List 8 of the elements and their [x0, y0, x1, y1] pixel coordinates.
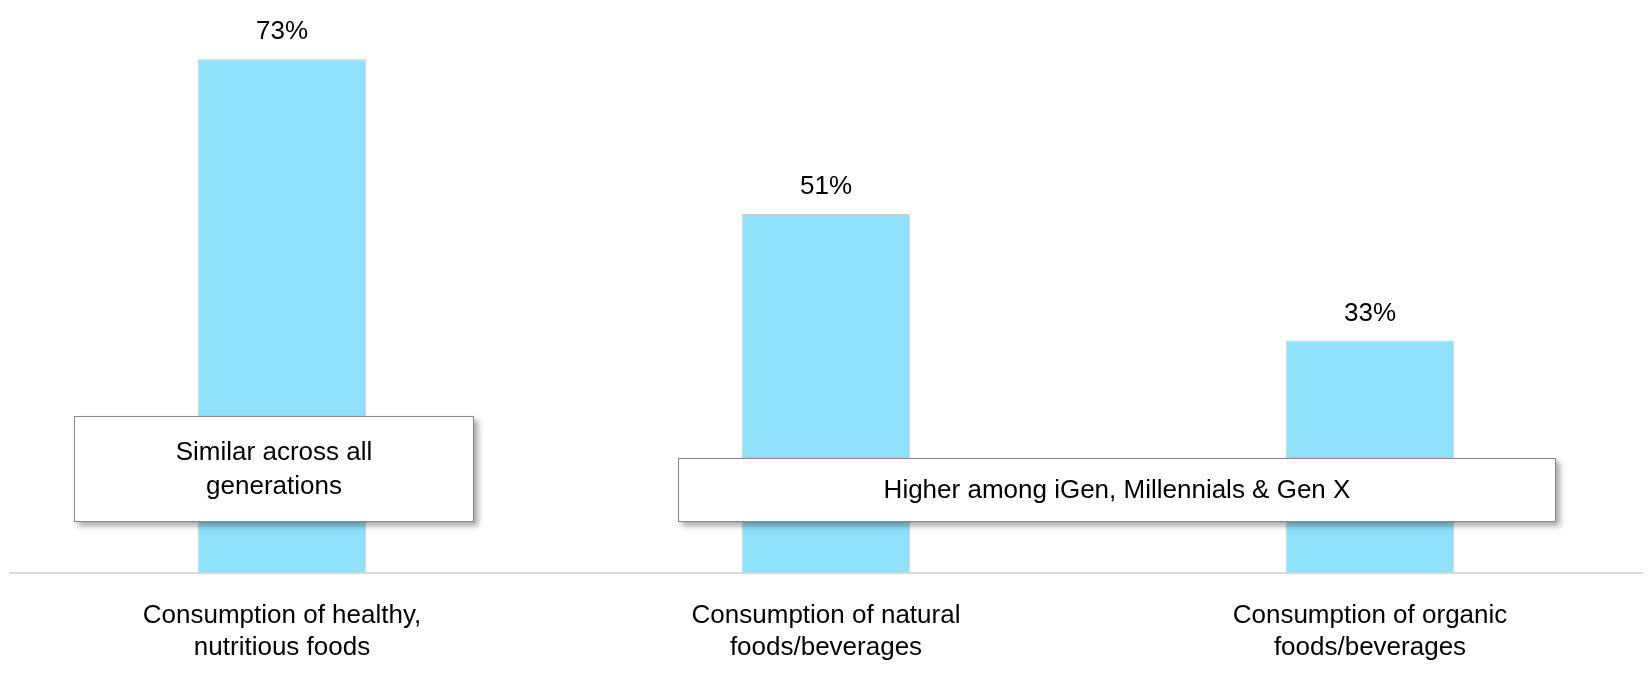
data-label: 73% [255, 15, 309, 46]
data-label: 51% [799, 170, 853, 201]
x-tick-label: Consumption of natural foods/beverages [691, 599, 961, 661]
callout-box: Similar across all generations [74, 416, 474, 522]
x-tick-label: Consumption of healthy, nutritious foods [142, 599, 422, 661]
x-tick-label: Consumption of organic foods/beverages [1232, 599, 1508, 661]
callout-box: Higher among iGen, Millennials & Gen X [678, 458, 1556, 522]
data-label: 33% [1343, 296, 1397, 327]
